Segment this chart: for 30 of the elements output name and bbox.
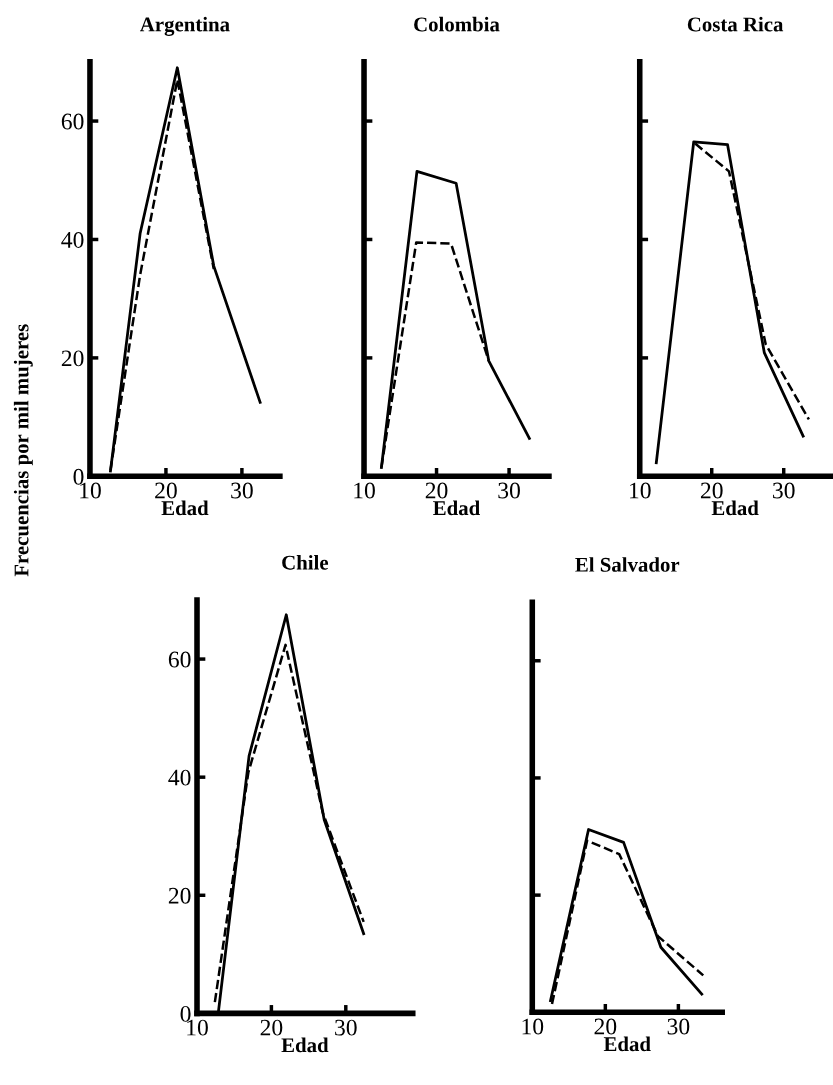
x-axis-title: Edad <box>603 1036 651 1052</box>
chart-title: Costa Rica <box>687 16 784 32</box>
x-tick-label: 30 <box>667 1018 690 1035</box>
x-axis-title: Edad <box>161 500 209 516</box>
y-tick-label: 20 <box>61 350 84 367</box>
y-axis-title: Frecuencias por mil mujeres <box>13 324 33 577</box>
x-tick-label: 20 <box>260 1019 283 1036</box>
x-tick-label: 30 <box>231 482 253 499</box>
x-axis-title: Edad <box>711 500 759 516</box>
x-tick-label: 20 <box>700 482 723 499</box>
x-tick-label: 10 <box>522 1018 544 1035</box>
x-tick-label: 30 <box>773 482 795 499</box>
chart-title: Chile <box>282 554 329 570</box>
y-tick-label: 40 <box>168 769 191 786</box>
y-tick-label: 60 <box>168 651 191 668</box>
x-axis-title: Edad <box>433 500 480 516</box>
y-tick-label: 40 <box>61 231 84 248</box>
chart-title: Argentina <box>140 16 230 36</box>
x-tick-label: 30 <box>335 1019 357 1036</box>
x-tick-label: 10 <box>630 482 651 499</box>
x-tick-label: 20 <box>425 482 448 499</box>
chart-title: Colombia <box>414 16 500 32</box>
chart-title: El Salvador <box>575 557 680 572</box>
y-tick-label: 60 <box>61 113 84 130</box>
x-tick-label: 30 <box>498 482 520 499</box>
x-tick-label: 20 <box>155 482 177 499</box>
x-tick-label: 10 <box>354 482 375 499</box>
x-tick-label: 20 <box>594 1018 617 1035</box>
x-axis-title: Edad <box>281 1037 329 1053</box>
y-tick-label: 20 <box>168 887 191 904</box>
